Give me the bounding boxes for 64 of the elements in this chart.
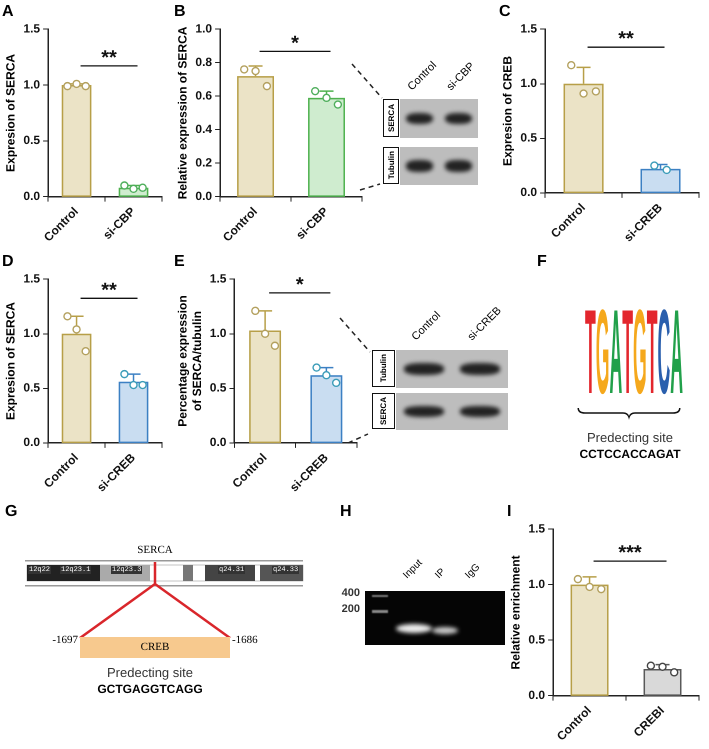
y-tick-label: 1.5 <box>210 272 227 286</box>
y-tick-label: 0.0 <box>23 188 40 203</box>
y-tick-label: 1.0 <box>23 326 40 340</box>
y-axis-title: Relative enrichment <box>508 555 523 670</box>
y-tick-label: 1.5 <box>528 522 546 536</box>
text: H <box>340 503 352 521</box>
category-label: IP <box>433 566 448 581</box>
y-tick-label: 1.0 <box>210 326 227 340</box>
y-tick-label: 1.5 <box>23 272 40 286</box>
text: F <box>537 253 547 271</box>
y-tick-label: 0.0 <box>195 188 212 203</box>
annotation: ** <box>618 28 634 50</box>
text: CREB <box>140 641 170 653</box>
y-tick-label: 0.5 <box>520 130 538 145</box>
y-tick-label: 1.0 <box>195 22 212 36</box>
category-label: SERCA <box>379 396 388 425</box>
chart-title: B <box>174 3 186 20</box>
text: Predecting site <box>106 665 194 680</box>
y-tick-label: 1.0 <box>528 577 546 591</box>
annotation: *** <box>618 542 642 564</box>
text: -1697 <box>51 634 78 646</box>
text: G <box>5 503 18 521</box>
chart-title: C <box>499 3 511 20</box>
text: SERCA <box>136 544 174 556</box>
annotation: * <box>291 32 300 54</box>
y-tick-label: 0.6 <box>195 88 212 102</box>
y-tick-label: 0.0 <box>520 185 538 200</box>
y-axis-title: Percentage expression of SERCA/tubulin <box>176 295 204 427</box>
y-tick-label: 1.5 <box>23 22 40 36</box>
chart-title: E <box>174 253 185 270</box>
category-label: SERCA <box>386 104 396 132</box>
y-tick-label: 1.5 <box>520 22 538 36</box>
y-tick-label: 0.0 <box>23 435 40 450</box>
text: -1686 <box>232 634 258 646</box>
y-axis-title: Expresion of SERCA <box>4 54 18 172</box>
y-axis-title: Expresion of CREB <box>500 56 515 166</box>
text: TGATGTCA <box>585 284 700 418</box>
y-tick-label: 1.0 <box>520 76 538 90</box>
y-tick-label: 0.5 <box>23 133 40 148</box>
y-axis-title: Expresion of SERCA <box>4 302 18 420</box>
text: CCTCCACCAGAT <box>578 447 682 461</box>
annotation: ** <box>101 46 118 69</box>
chart-title: A <box>2 3 14 20</box>
y-tick-label: 0.0 <box>210 435 227 450</box>
y-tick-label: 0.0 <box>528 688 546 702</box>
y-tick-label: 0.5 <box>528 632 546 646</box>
y-tick-label: 0.2 <box>195 155 212 170</box>
category-label: Tubulin <box>386 151 396 180</box>
chart-title: D <box>2 253 14 270</box>
text: GCTGAGGTCAGG <box>96 682 204 696</box>
text: Predecting site <box>586 430 674 445</box>
category-label: IgG <box>463 562 482 581</box>
y-axis-title: Relative expression of SERCA <box>176 26 190 200</box>
chart-title: I <box>507 503 512 520</box>
y-tick-label: 0.5 <box>23 380 40 395</box>
annotation: * <box>296 274 304 296</box>
category-label: 200 <box>342 603 360 615</box>
y-tick-label: 1.0 <box>23 77 40 92</box>
category-label: 400 <box>342 587 360 599</box>
annotation: ** <box>101 279 118 302</box>
category-label: Tubulin <box>379 354 388 383</box>
y-tick-label: 0.5 <box>210 380 227 395</box>
y-tick-label: 0.8 <box>195 55 212 70</box>
y-tick-label: 0.4 <box>195 122 212 136</box>
